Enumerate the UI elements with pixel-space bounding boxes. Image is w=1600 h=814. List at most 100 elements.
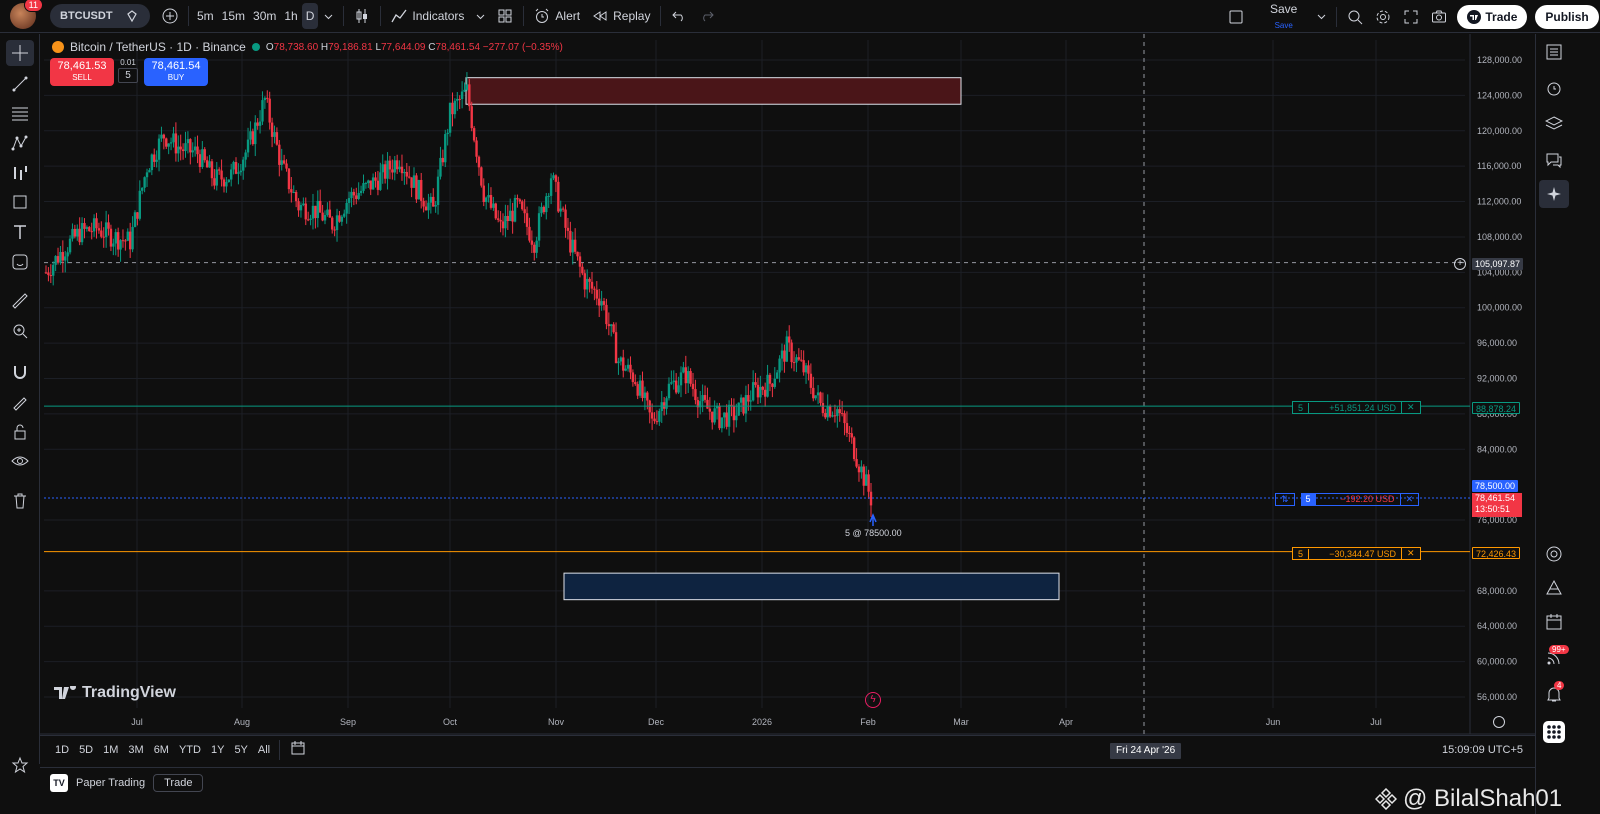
- tp-close-icon[interactable]: ✕: [1401, 402, 1420, 413]
- crosshair-tool[interactable]: [6, 40, 34, 66]
- range-1m[interactable]: 1M: [103, 743, 119, 756]
- quantity-box[interactable]: 0.01 5: [118, 58, 138, 86]
- range-1d[interactable]: 1D: [55, 743, 70, 756]
- candle-body: [718, 405, 721, 429]
- screener-button[interactable]: [1539, 540, 1569, 568]
- range-all[interactable]: All: [257, 743, 271, 756]
- visibility-tool[interactable]: [6, 448, 34, 474]
- calendar-button[interactable]: [1539, 608, 1569, 636]
- indicators-dropdown[interactable]: [470, 3, 491, 29]
- clock-label[interactable]: 15:09:09 UTC+5: [1441, 743, 1523, 756]
- stop-loss-order[interactable]: 5 −30,344.47 USD ✕: [1292, 547, 1421, 560]
- pattern-tool[interactable]: [6, 130, 34, 156]
- add-alert-icon[interactable]: +: [1454, 258, 1466, 270]
- publish-button[interactable]: Publish: [1535, 4, 1599, 29]
- remove-drawings-tool[interactable]: [6, 488, 34, 514]
- ai-assistant-button[interactable]: [1539, 180, 1569, 208]
- snapshot-button[interactable]: [1425, 4, 1453, 30]
- compare-icon[interactable]: [125, 9, 139, 23]
- sl-close-icon[interactable]: ✕: [1401, 548, 1420, 559]
- timeframe-30m[interactable]: 30m: [253, 9, 277, 23]
- buy-button[interactable]: 78,461.54 BUY: [144, 58, 208, 86]
- candle-body: [448, 102, 452, 133]
- alerts-panel-button[interactable]: [1539, 74, 1569, 102]
- chart-type-button[interactable]: [348, 3, 376, 29]
- object-tree-button[interactable]: [1539, 110, 1569, 138]
- candle-body: [809, 373, 813, 388]
- entry-reverse-icon[interactable]: ⇅: [1275, 493, 1295, 506]
- alarm-clock-icon: [1547, 82, 1561, 96]
- take-profit-order[interactable]: 5 +51,851.24 USD ✕: [1292, 401, 1421, 414]
- save-dropdown[interactable]: [1311, 4, 1332, 30]
- timeframe-5m[interactable]: 5m: [197, 9, 214, 23]
- apps-button[interactable]: [1539, 718, 1569, 746]
- icons-tool[interactable]: [6, 249, 34, 275]
- candle-body: [100, 230, 103, 237]
- watchlist-button[interactable]: [1539, 38, 1569, 66]
- settings-button[interactable]: [1369, 4, 1397, 30]
- timeframe-d[interactable]: D: [301, 3, 319, 29]
- magnet-tool[interactable]: [6, 359, 34, 385]
- candle-body: [352, 191, 356, 196]
- range-1y[interactable]: 1Y: [210, 743, 225, 756]
- ideas-feed-button[interactable]: [1539, 644, 1569, 672]
- indicators-button[interactable]: Indicators: [385, 3, 470, 29]
- redo-button[interactable]: [693, 3, 721, 29]
- symbol-search[interactable]: BTCUSDT: [50, 4, 150, 28]
- paper-trading-label[interactable]: Paper Trading: [76, 776, 146, 789]
- range-3m[interactable]: 3M: [128, 743, 144, 756]
- candle-body: [451, 102, 454, 115]
- text-tool[interactable]: [6, 219, 34, 245]
- candle-body: [186, 139, 190, 144]
- add-symbol-button[interactable]: [156, 3, 184, 29]
- alert-button[interactable]: Alert: [528, 3, 586, 29]
- quick-search-button[interactable]: [1341, 4, 1369, 30]
- time-tick-label: Aug: [234, 717, 250, 727]
- candle-body: [674, 380, 678, 393]
- zoom-tool[interactable]: [6, 318, 34, 344]
- save-button[interactable]: Save Save: [1264, 3, 1303, 30]
- shapes-tool[interactable]: [6, 189, 34, 215]
- fib-tool[interactable]: [6, 100, 34, 126]
- measure-tool[interactable]: [6, 288, 34, 314]
- candle-body: [701, 395, 704, 402]
- candle-body: [381, 164, 384, 173]
- drawing-mode-tool[interactable]: [6, 389, 34, 415]
- range-ytd[interactable]: YTD: [178, 743, 201, 756]
- goto-date-button[interactable]: [284, 740, 312, 759]
- candle-body: [727, 404, 731, 427]
- user-avatar[interactable]: 11: [10, 0, 43, 29]
- trendline-tool[interactable]: [6, 71, 34, 97]
- lock-tool[interactable]: [6, 419, 34, 445]
- paper-trade-button[interactable]: Trade: [153, 773, 204, 792]
- favorites-tool[interactable]: [6, 752, 34, 778]
- candle-body: [821, 402, 825, 414]
- chats-button[interactable]: [1539, 146, 1569, 174]
- axis-settings-icon[interactable]: [1493, 716, 1505, 728]
- timeframe-1h[interactable]: 1h: [284, 9, 298, 23]
- candle-body: [254, 122, 257, 145]
- forecast-tool[interactable]: [6, 160, 34, 186]
- entry-close-icon[interactable]: ✕: [1399, 493, 1420, 506]
- timeframe-dropdown[interactable]: [318, 3, 339, 29]
- layouts-button[interactable]: [491, 3, 519, 29]
- trade-button[interactable]: Trade: [1457, 4, 1528, 29]
- lightning-icon[interactable]: ϟ: [865, 692, 881, 708]
- range-6m[interactable]: 6M: [153, 743, 169, 756]
- undo-button[interactable]: [665, 3, 693, 29]
- pine-button[interactable]: [1539, 574, 1569, 602]
- fullscreen-button[interactable]: [1397, 4, 1425, 30]
- layout-select-button[interactable]: [1222, 4, 1250, 30]
- candle-body: [492, 203, 495, 208]
- timeframe-15m[interactable]: 15m: [221, 9, 246, 23]
- range-5y[interactable]: 5Y: [234, 743, 248, 756]
- replay-button[interactable]: Replay: [586, 3, 656, 29]
- entry-order[interactable]: ⇅ 5 −192.20 USD ✕: [1275, 493, 1420, 506]
- legend-title[interactable]: Bitcoin / TetherUS · 1D · Binance: [70, 40, 246, 54]
- sell-button[interactable]: 78,461.53 SELL: [50, 58, 114, 86]
- candle-body: [578, 256, 582, 267]
- candle-body: [576, 251, 579, 257]
- range-5d[interactable]: 5D: [79, 743, 94, 756]
- rewind-icon: [593, 11, 607, 21]
